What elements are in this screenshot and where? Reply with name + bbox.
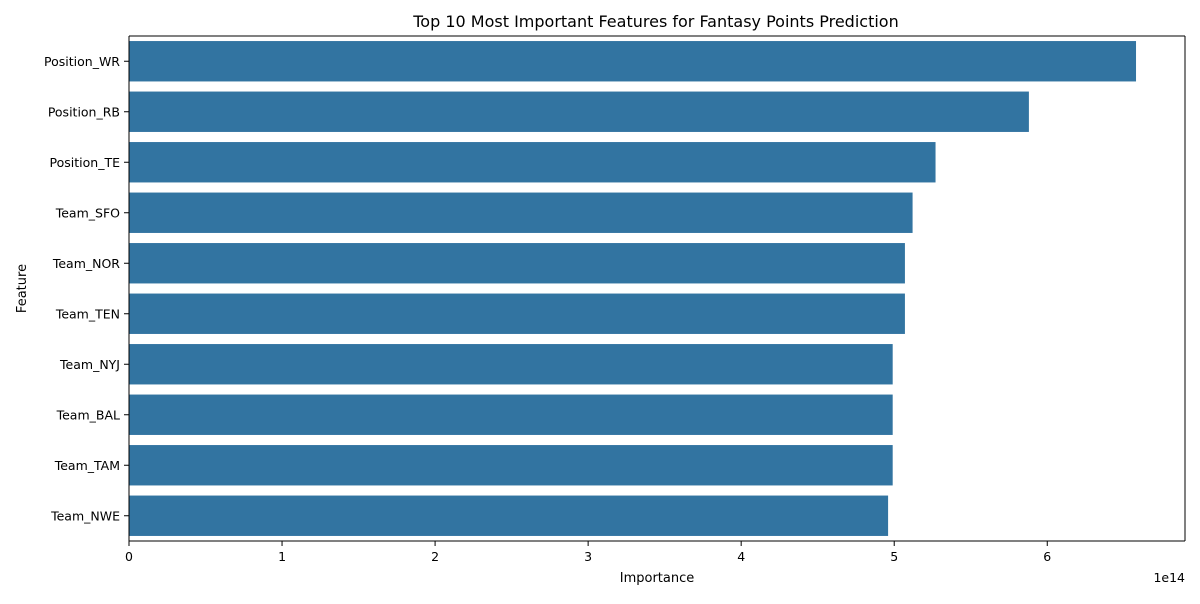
x-tick-label: 1 bbox=[278, 549, 286, 564]
y-tick-label: Position_WR bbox=[44, 54, 120, 69]
x-axis-scale-label: 1e14 bbox=[1153, 570, 1185, 585]
bar-team-nor bbox=[129, 243, 905, 284]
y-axis-label: Feature bbox=[15, 264, 30, 313]
bar-team-nwe bbox=[129, 495, 889, 536]
x-tick-label: 2 bbox=[431, 549, 439, 564]
y-axis-ticks: Position_WR Position_RB Position_TE Team_SF… bbox=[44, 54, 129, 523]
y-tick-label: Position_TE bbox=[50, 155, 121, 170]
bar-position-rb bbox=[129, 91, 1029, 132]
y-tick-label: Team_NWE bbox=[50, 508, 120, 523]
y-tick-label: Team_TEN bbox=[55, 306, 120, 321]
x-tick-label: 5 bbox=[890, 549, 898, 564]
bar-position-wr bbox=[129, 41, 1137, 82]
chart-title: Top 10 Most Important Features for Fanta… bbox=[412, 12, 898, 31]
x-tick-label: 6 bbox=[1043, 549, 1051, 564]
bars bbox=[129, 41, 1137, 536]
bar-position-te bbox=[129, 142, 936, 183]
x-tick-label: 0 bbox=[125, 549, 133, 564]
y-tick-label: Team_TAM bbox=[54, 458, 120, 473]
y-tick-label: Team_NYJ bbox=[59, 357, 120, 372]
bar-team-bal bbox=[129, 394, 893, 435]
y-tick-label: Position_RB bbox=[48, 104, 120, 119]
bar-team-sfo bbox=[129, 192, 913, 233]
x-tick-label: 3 bbox=[584, 549, 592, 564]
y-tick-label: Team_SFO bbox=[55, 205, 120, 220]
x-axis-ticks: 0 1 2 3 4 5 6 bbox=[125, 541, 1051, 564]
x-axis-label: Importance bbox=[620, 571, 695, 586]
bar-team-nyj bbox=[129, 344, 893, 385]
bar-team-tam bbox=[129, 445, 893, 486]
bar-team-ten bbox=[129, 293, 905, 334]
x-tick-label: 4 bbox=[737, 549, 745, 564]
y-tick-label: Team_NOR bbox=[52, 256, 120, 271]
y-tick-label: Team_BAL bbox=[56, 407, 120, 422]
